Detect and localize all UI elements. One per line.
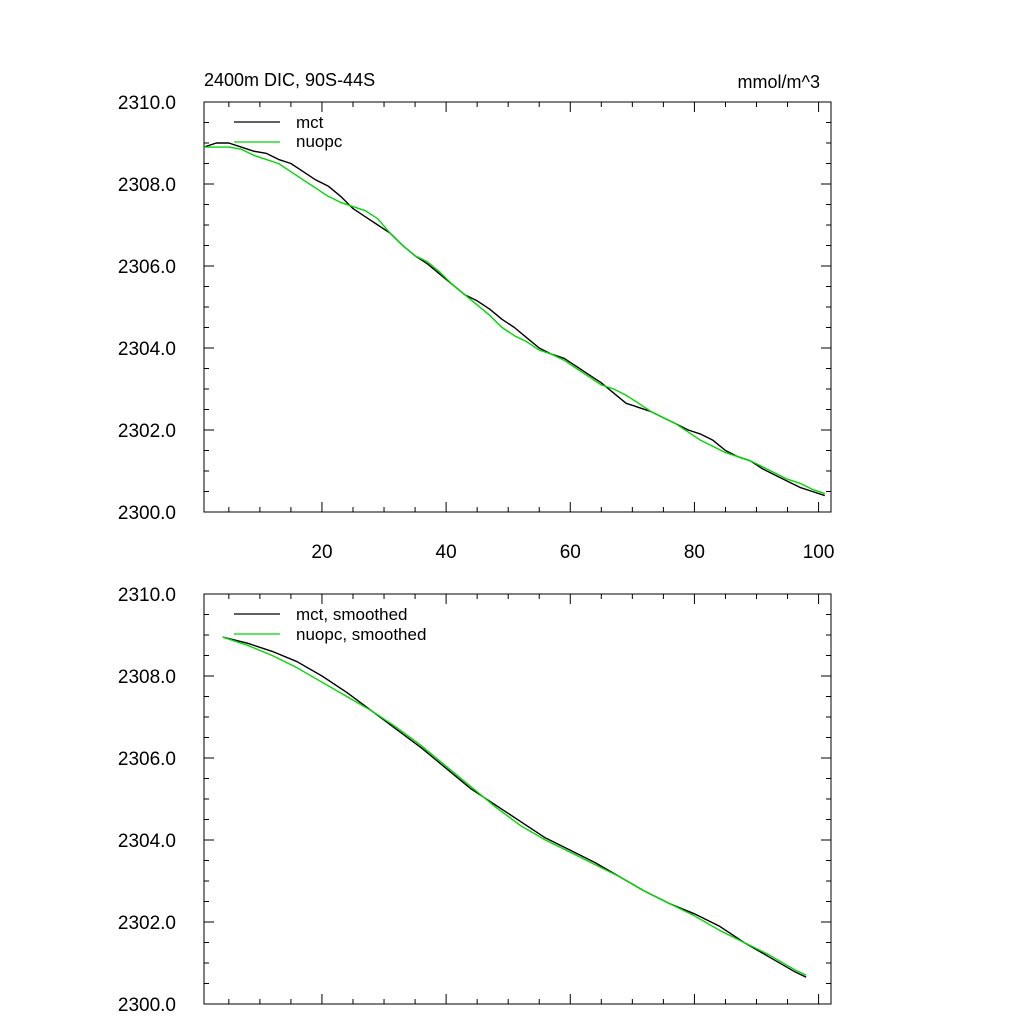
y-tick-label: 2302.0 (118, 421, 176, 442)
units-label: mmol/m^3 (738, 72, 820, 92)
legend: mct, smoothed nuopc, smoothed (234, 605, 426, 644)
x-tick-label: 80 (684, 542, 705, 563)
series-line-mct (203, 142, 826, 497)
plot-frame (203, 101, 832, 513)
y-tick-label: 2306.0 (118, 257, 176, 278)
legend-label-mct-smoothed: mct, smoothed (296, 605, 408, 624)
series-line-mct (222, 636, 807, 978)
y-tick-label: 2310.0 (118, 93, 176, 114)
x-tick-label: 100 (803, 542, 835, 563)
y-tick-label: 2300.0 (118, 503, 176, 524)
series-line-nuopc (204, 146, 826, 495)
y-tick-label: 2308.0 (118, 175, 176, 196)
legend-label-nuopc-smoothed: nuopc, smoothed (296, 625, 426, 644)
x-tick-label: 60 (560, 542, 581, 563)
bottom-panel: mct, smoothed nuopc, smoothed 2300.0 2302… (118, 585, 832, 1016)
y-tick-label: 2306.0 (118, 749, 176, 770)
chart-title: 2400m DIC, 90S-44S (204, 70, 375, 90)
y-tick-label: 2308.0 (118, 667, 176, 688)
series-line-nuopc (222, 636, 807, 976)
x-tick-label: 20 (311, 542, 332, 563)
legend-label-mct: mct (296, 113, 324, 132)
y-tick-label: 2304.0 (118, 339, 176, 360)
y-tick-label: 2310.0 (118, 585, 176, 606)
y-tick-label: 2302.0 (118, 913, 176, 934)
x-tick-label: 40 (436, 542, 457, 563)
legend: mct nuopc (234, 113, 343, 151)
y-tick-label: 2300.0 (118, 995, 176, 1016)
legend-label-nuopc: nuopc (296, 132, 343, 151)
top-panel: 2400m DIC, 90S-44S mmol/m^3 mct nuopc 23… (118, 70, 835, 563)
plot-frame (203, 593, 832, 1005)
y-tick-label: 2304.0 (118, 831, 176, 852)
